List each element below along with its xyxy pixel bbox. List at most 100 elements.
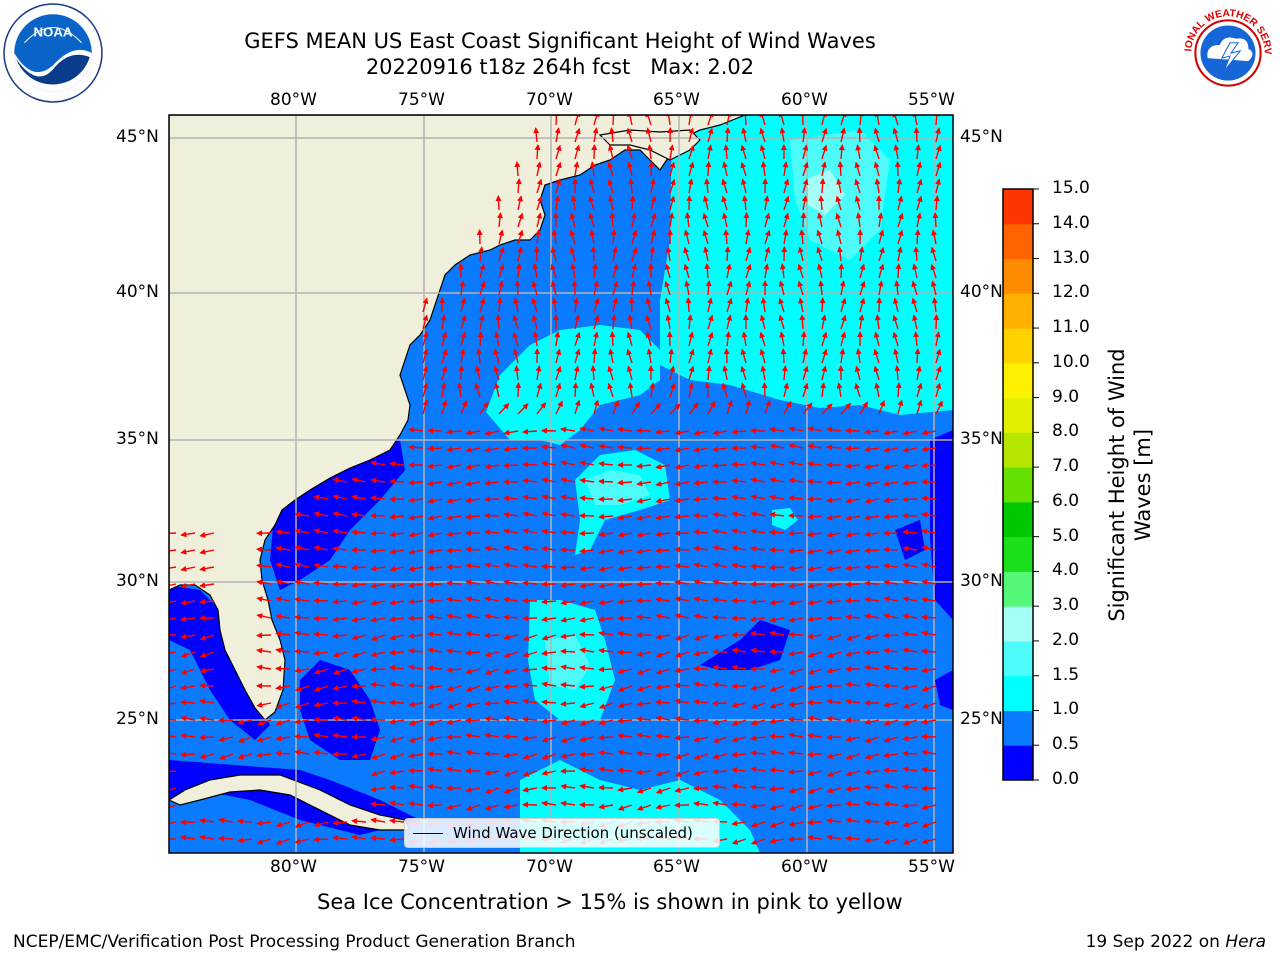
- wind-arrow: [199, 715, 215, 722]
- wind-arrow: [874, 178, 881, 194]
- wind-arrow: [883, 736, 899, 743]
- wind-arrow: [593, 314, 600, 330]
- wind-arrow: [617, 479, 633, 486]
- wind-arrow: [460, 400, 468, 415]
- wind-arrow: [332, 494, 348, 501]
- wind-arrow: [628, 297, 635, 313]
- wind-arrow: [422, 297, 429, 313]
- wind-arrow: [702, 212, 709, 228]
- wind-arrow: [541, 444, 557, 451]
- wind-arrow: [893, 144, 900, 160]
- wind-arrow: [332, 598, 348, 605]
- colorbar-swatch: [1003, 258, 1033, 294]
- colorbar-swatch: [1003, 467, 1033, 503]
- wind-arrow: [484, 685, 500, 692]
- wind-arrow: [781, 365, 788, 381]
- wind-arrow: [750, 528, 766, 535]
- wind-arrow: [712, 753, 728, 760]
- wind-arrow: [883, 767, 899, 774]
- wind-arrow: [351, 752, 367, 759]
- wind-arrow: [503, 495, 519, 502]
- colorbar-tick-label: 1.5: [1052, 664, 1080, 685]
- wind-arrow: [503, 668, 519, 675]
- wind-arrow: [560, 511, 576, 518]
- wind-arrow: [646, 280, 653, 296]
- wind-arrow: [522, 615, 538, 622]
- wind-arrow: [495, 314, 502, 330]
- wind-arrow: [769, 616, 785, 623]
- wind-arrow: [313, 615, 329, 622]
- wind-arrow: [484, 529, 500, 536]
- wind-arrow: [669, 178, 676, 194]
- wind-arrow: [837, 161, 844, 177]
- wind-arrow: [465, 446, 481, 453]
- wind-arrow: [522, 651, 538, 658]
- wind-arrow: [840, 314, 847, 330]
- wind-arrow: [180, 582, 196, 589]
- wind-arrow: [588, 212, 595, 228]
- nws-logo: NATIONAL WEATHER SERVICE: [1177, 2, 1277, 102]
- wind-arrow: [408, 664, 424, 671]
- wind-arrow: [636, 514, 652, 521]
- wind-arrow: [693, 698, 709, 705]
- wind-arrow: [408, 514, 424, 521]
- wind-arrow: [655, 531, 671, 538]
- wind-arrow: [591, 348, 598, 364]
- wind-arrow: [826, 565, 842, 572]
- wind-arrow: [313, 749, 329, 756]
- wind-arrow: [683, 229, 690, 245]
- wind-arrow: [370, 698, 386, 705]
- wind-arrow: [864, 681, 880, 688]
- wind-arrow: [854, 382, 861, 398]
- wind-arrow: [598, 582, 614, 589]
- wind-arrow: [294, 630, 310, 637]
- wind-arrow: [845, 531, 861, 538]
- wind-arrow: [873, 348, 880, 364]
- wind-arrow: [517, 212, 524, 228]
- wind-arrow: [821, 115, 828, 126]
- wind-arrow: [750, 511, 766, 518]
- wind-arrow: [636, 716, 652, 723]
- wind-arrow: [826, 634, 842, 641]
- wind-arrow: [688, 161, 695, 177]
- wind-arrow: [712, 664, 728, 671]
- wind-arrow: [484, 700, 500, 707]
- wind-arrow: [669, 195, 676, 211]
- wind-arrow: [706, 144, 713, 160]
- wind-arrow: [731, 647, 747, 654]
- wind-arrow: [522, 716, 538, 723]
- wind-arrow: [332, 545, 348, 552]
- wind-arrow: [484, 651, 500, 658]
- wind-arrow: [883, 613, 899, 620]
- wind-arrow: [674, 651, 690, 658]
- wind-arrow: [408, 701, 424, 708]
- wind-arrow: [560, 564, 576, 571]
- wind-arrow: [199, 753, 215, 760]
- wind-arrow: [655, 514, 671, 521]
- wind-arrow: [275, 613, 291, 620]
- wind-arrow: [541, 563, 557, 570]
- wind-arrow: [237, 818, 253, 825]
- wind-arrow: [816, 229, 823, 245]
- colorbar-tick-label: 9.0: [1052, 386, 1080, 407]
- wind-arrow: [441, 365, 448, 381]
- wind-arrow: [180, 668, 196, 675]
- wind-arrow: [788, 616, 804, 623]
- wind-arrow: [389, 531, 405, 538]
- wind-arrow: [536, 212, 543, 228]
- wind-arrow: [551, 229, 558, 245]
- wind-arrow: [935, 161, 942, 177]
- wind-arrow: [797, 280, 804, 296]
- wind-arrow: [674, 698, 690, 705]
- wind-arrow: [693, 717, 709, 724]
- wind-arrow: [275, 702, 291, 709]
- wind-arrow: [536, 195, 543, 211]
- wind-arrow: [935, 365, 942, 381]
- wind-arrow: [180, 819, 196, 826]
- wind-arrow: [275, 579, 291, 586]
- wind-arrow: [199, 634, 215, 641]
- wind-arrow: [826, 802, 842, 809]
- wind-arrow: [902, 579, 918, 586]
- wind-arrow: [370, 616, 386, 623]
- wind-arrow: [839, 280, 846, 296]
